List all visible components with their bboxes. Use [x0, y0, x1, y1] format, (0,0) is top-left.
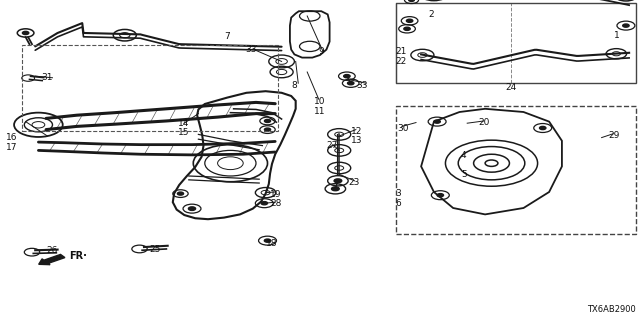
Circle shape: [177, 192, 184, 195]
Circle shape: [406, 19, 413, 22]
Text: 10: 10: [314, 97, 325, 106]
Text: 29: 29: [608, 131, 620, 140]
Circle shape: [261, 202, 268, 205]
Circle shape: [409, 0, 414, 1]
Circle shape: [188, 207, 196, 211]
Text: 17: 17: [6, 143, 18, 152]
Text: 14: 14: [178, 119, 189, 128]
Circle shape: [22, 31, 29, 35]
Bar: [396, 106, 636, 234]
Text: 15: 15: [178, 128, 189, 137]
Text: 30: 30: [397, 124, 408, 132]
FancyArrow shape: [38, 254, 65, 265]
Circle shape: [348, 82, 354, 85]
Circle shape: [332, 187, 339, 191]
Circle shape: [264, 239, 271, 242]
Text: FR·: FR·: [69, 251, 87, 261]
Bar: [396, 3, 636, 83]
Text: 24: 24: [506, 83, 517, 92]
Circle shape: [344, 75, 350, 78]
Text: 33: 33: [356, 81, 367, 90]
Text: 25: 25: [149, 245, 161, 254]
Text: TX6AB2900: TX6AB2900: [587, 305, 636, 314]
Circle shape: [404, 27, 410, 30]
Text: 27: 27: [326, 141, 338, 150]
Text: 9: 9: [318, 47, 324, 56]
Circle shape: [437, 194, 444, 197]
Text: 2: 2: [429, 10, 435, 19]
Text: 12: 12: [351, 127, 362, 136]
Circle shape: [334, 179, 342, 183]
Circle shape: [540, 126, 546, 130]
Text: 21: 21: [396, 47, 407, 56]
Text: 16: 16: [6, 133, 18, 142]
Text: 22: 22: [396, 57, 407, 66]
Circle shape: [264, 119, 271, 123]
Text: 23: 23: [349, 178, 360, 187]
Text: 11: 11: [314, 107, 325, 116]
Text: 6: 6: [396, 199, 401, 208]
Text: 4: 4: [461, 151, 467, 160]
Text: 13: 13: [351, 136, 362, 145]
Text: 19: 19: [270, 190, 282, 199]
Circle shape: [434, 120, 440, 123]
Text: 31: 31: [42, 73, 53, 82]
Text: 8: 8: [292, 81, 298, 90]
Text: 26: 26: [46, 246, 58, 255]
Text: 1: 1: [614, 31, 620, 40]
Text: 33: 33: [246, 45, 257, 54]
Text: 20: 20: [479, 118, 490, 127]
Bar: [22, 45, 278, 131]
Circle shape: [623, 24, 629, 27]
Text: 5: 5: [461, 170, 467, 179]
Text: 7: 7: [224, 32, 230, 41]
Text: 18: 18: [266, 239, 277, 248]
Text: 28: 28: [270, 199, 282, 208]
Text: 3: 3: [396, 189, 401, 198]
Circle shape: [264, 128, 271, 131]
